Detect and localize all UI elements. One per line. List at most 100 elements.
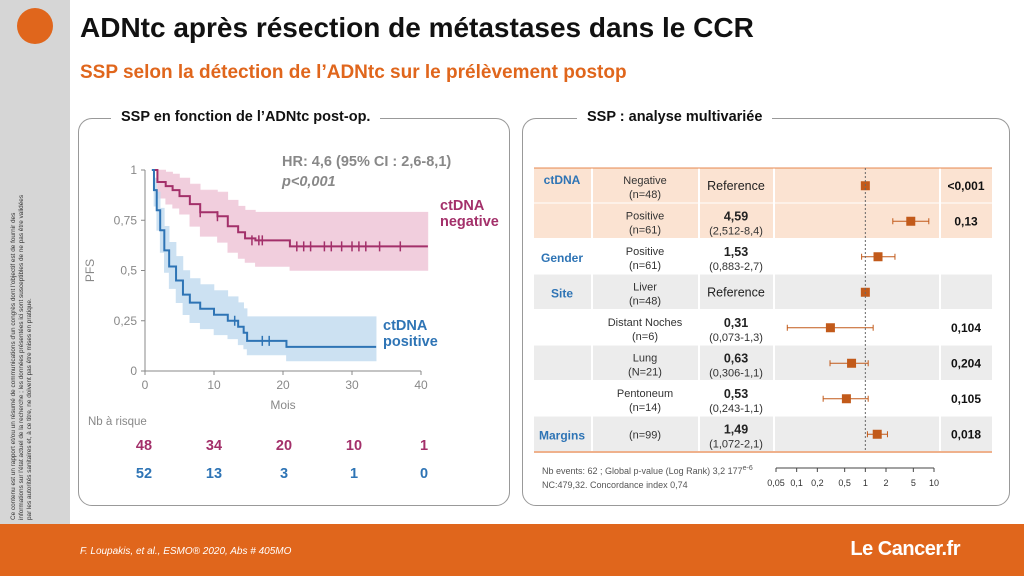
forest-row-bg bbox=[534, 416, 992, 452]
hr-point bbox=[841, 394, 851, 404]
series-label-0-line2: negative bbox=[440, 214, 499, 230]
p-value: 0,105 bbox=[951, 392, 981, 406]
hr-value: 0,31 bbox=[724, 316, 748, 330]
ci-value: (0,073-1,3) bbox=[709, 332, 763, 344]
forest-row-bg bbox=[534, 239, 992, 275]
p-value-text: p<0,001 bbox=[281, 174, 336, 190]
footnote-line2: NC:479,32. Concordance index 0,74 bbox=[542, 480, 688, 490]
forest-row-bg bbox=[534, 310, 992, 346]
forest-panel: SSP : analyse multivariée bbox=[522, 109, 1010, 506]
forest-row-bg bbox=[534, 345, 992, 381]
n-label: (n=48) bbox=[629, 295, 661, 307]
p-value: 0,13 bbox=[954, 214, 978, 228]
x-tick-label: 30 bbox=[345, 378, 359, 392]
at-risk-value: 13 bbox=[206, 466, 222, 482]
hr-value: 4,59 bbox=[724, 209, 748, 223]
group-label: Margins bbox=[539, 428, 585, 442]
n-label: (N=21) bbox=[628, 366, 662, 378]
x-tick-label: 0 bbox=[142, 378, 149, 392]
n-label: (n=61) bbox=[629, 224, 661, 236]
y-tick-label: 0,5 bbox=[120, 264, 137, 278]
level-label: Pentoneum bbox=[617, 388, 673, 400]
p-value: 0,104 bbox=[951, 321, 981, 335]
p-value: 0,204 bbox=[951, 356, 981, 370]
hr-point bbox=[847, 358, 857, 368]
at-risk-value: 52 bbox=[136, 466, 152, 482]
forest-panel-title: SSP : analyse multivariée bbox=[577, 109, 773, 125]
forest-chart: ctDNA Negative (n=48) Reference <0,001 Positi… bbox=[534, 167, 992, 490]
ci-value: (0,883-2,7) bbox=[709, 261, 763, 273]
level-label: Liver bbox=[633, 281, 657, 293]
hr-value: 1,53 bbox=[724, 245, 748, 259]
slide-subtitle: SSP selon la détection de l’ADNtc sur le… bbox=[80, 62, 627, 83]
n-label: (n=48) bbox=[629, 189, 661, 201]
footnote-exponent: e-6 bbox=[743, 465, 753, 472]
at-risk-value: 20 bbox=[276, 438, 292, 454]
ci-value: (1,072-2,1) bbox=[709, 438, 763, 450]
ci-value: (0,243-1,1) bbox=[709, 403, 763, 415]
n-label: (n=6) bbox=[632, 331, 658, 343]
x-tick-label: 40 bbox=[414, 378, 428, 392]
y-tick-label: 0,75 bbox=[114, 213, 138, 227]
level-label: Positive bbox=[626, 246, 665, 258]
group-label: Gender bbox=[541, 251, 583, 265]
series-label-1-line2: positive bbox=[383, 334, 438, 350]
group-label: ctDNA bbox=[544, 173, 581, 187]
brand-dot-icon bbox=[17, 8, 53, 44]
series-label-1-line1: ctDNA bbox=[383, 318, 428, 334]
p-value: 0,018 bbox=[951, 427, 981, 441]
level-label: Negative bbox=[623, 175, 666, 187]
forest-x-tick-label: 0,2 bbox=[811, 478, 824, 488]
hr-point bbox=[873, 252, 883, 262]
disclaimer-text: Ce contenu est un rapport et/ou un résum… bbox=[10, 194, 33, 520]
forest-x-tick-label: 0,05 bbox=[767, 478, 785, 488]
logo: Le Cancer.fr bbox=[850, 538, 960, 560]
at-risk-value: 10 bbox=[346, 438, 362, 454]
level-label: Lung bbox=[633, 352, 657, 364]
reference-text: F. Loupakis, et al., ESMO® 2020, Abs # 4… bbox=[80, 546, 292, 557]
at-risk-value: 3 bbox=[280, 466, 288, 482]
at-risk-value: 48 bbox=[136, 438, 152, 454]
at-risk-value: 1 bbox=[350, 466, 358, 482]
n-label: (n=99) bbox=[629, 429, 661, 441]
y-tick-label: 0,25 bbox=[114, 314, 138, 328]
hr-point bbox=[872, 429, 882, 439]
n-label: (n=14) bbox=[629, 402, 661, 414]
forest-x-tick-label: 5 bbox=[911, 478, 916, 488]
at-risk-value: 1 bbox=[420, 438, 428, 454]
km-panel: SSP en fonction de l’ADNtc post-op. bbox=[78, 109, 510, 506]
group-label: Site bbox=[551, 286, 573, 300]
ci-value: (0,306-1,1) bbox=[709, 367, 763, 379]
at-risk-label: Nb à risque bbox=[88, 416, 147, 428]
hr-value: 0,63 bbox=[724, 351, 748, 365]
hr-value: 0,53 bbox=[724, 387, 748, 401]
hr-point bbox=[906, 216, 916, 226]
ci-band-1 bbox=[151, 169, 377, 362]
at-risk-value: 34 bbox=[206, 438, 222, 454]
p-value: <0,001 bbox=[947, 179, 984, 193]
forest-x-tick-label: 0,1 bbox=[790, 478, 803, 488]
forest-x-tick-label: 2 bbox=[883, 478, 888, 488]
at-risk-value: 0 bbox=[420, 466, 428, 482]
forest-x-tick-label: 1 bbox=[863, 478, 868, 488]
km-curve-0 bbox=[151, 169, 428, 248]
footnote-line1: Nb events: 62 ; Global p-value (Log Rank… bbox=[542, 465, 753, 476]
forest-x-tick-label: 0,5 bbox=[838, 478, 851, 488]
forest-row-bg bbox=[534, 381, 992, 417]
km-curve-1 bbox=[151, 169, 377, 348]
y-tick-label: 0 bbox=[130, 364, 137, 378]
forest-x-tick-label: 10 bbox=[929, 478, 939, 488]
y-tick-label: 1 bbox=[130, 163, 137, 177]
x-tick-label: 20 bbox=[276, 378, 290, 392]
sidebar: Ce contenu est un rapport et/ou un résum… bbox=[0, 0, 70, 524]
x-tick-label: 10 bbox=[207, 378, 221, 392]
level-label: Distant Noches bbox=[608, 317, 683, 329]
n-label: (n=61) bbox=[629, 260, 661, 272]
hr-value: 1,49 bbox=[724, 422, 748, 436]
x-axis-label: Mois bbox=[270, 398, 295, 412]
hr-value: Reference bbox=[707, 285, 765, 299]
forest-row-bg bbox=[534, 274, 992, 310]
level-label: Positive bbox=[626, 210, 665, 222]
series-label-0-line1: ctDNA bbox=[440, 198, 485, 214]
